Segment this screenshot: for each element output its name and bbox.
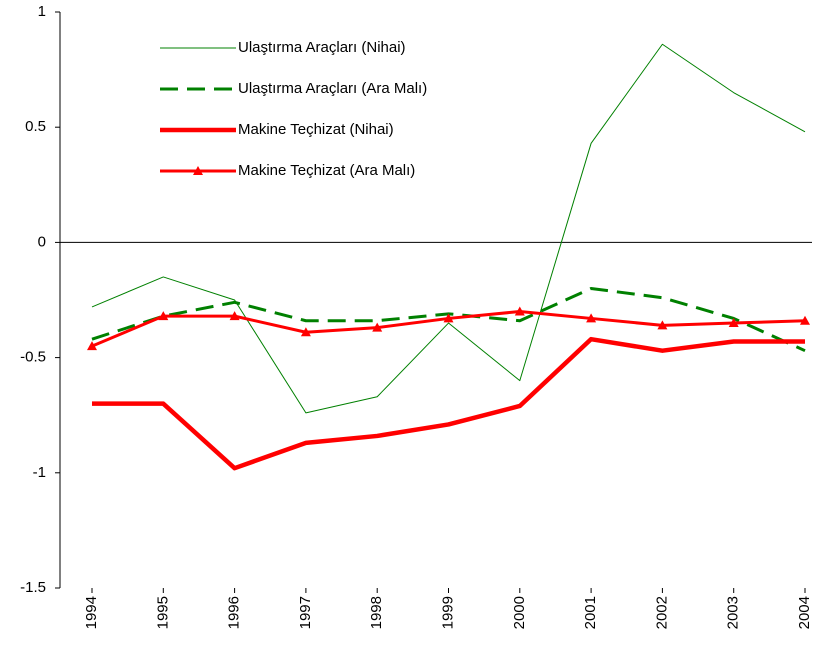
- x-tick-label: 1994: [83, 596, 100, 629]
- x-tick-label: 2003: [725, 596, 742, 629]
- marker: [229, 311, 240, 321]
- x-tick-label: 1995: [154, 596, 171, 629]
- x-tick-label: 1996: [226, 596, 243, 629]
- legend-label: Makine Teçhizat (Ara Malı): [238, 162, 415, 179]
- marker: [514, 306, 525, 316]
- marker: [87, 341, 97, 351]
- marker: [728, 318, 739, 328]
- x-tick-label: 1999: [439, 596, 456, 629]
- legend-label: Ulaştırma Araçları (Ara Malı): [238, 80, 427, 97]
- marker: [300, 327, 311, 337]
- x-tick-label: 2002: [653, 596, 670, 629]
- marker: [372, 322, 383, 332]
- x-tick-label: 2001: [582, 596, 599, 629]
- legend-label: Makine Teçhizat (Nihai): [238, 121, 394, 138]
- marker: [586, 313, 597, 323]
- x-tick-label: 2000: [511, 596, 528, 629]
- y-tick-label: 0: [38, 233, 46, 250]
- x-tick-label: 1998: [368, 596, 385, 629]
- marker: [443, 313, 454, 323]
- legend-label: Ulaştırma Araçları (Nihai): [238, 39, 406, 56]
- y-tick-label: -1.5: [20, 579, 46, 596]
- marker: [158, 311, 169, 321]
- y-tick-label: -0.5: [20, 349, 46, 366]
- series-line: [92, 336, 805, 471]
- marker: [800, 315, 810, 325]
- x-tick-label: 1997: [297, 596, 314, 629]
- y-tick-label: -1: [33, 464, 46, 481]
- y-tick-label: 1: [38, 3, 46, 20]
- y-tick-label: 0.5: [25, 118, 46, 135]
- series-line: [91, 43, 806, 414]
- marker: [657, 320, 668, 330]
- legend-marker: [193, 166, 203, 175]
- x-tick-label: 2004: [796, 596, 813, 629]
